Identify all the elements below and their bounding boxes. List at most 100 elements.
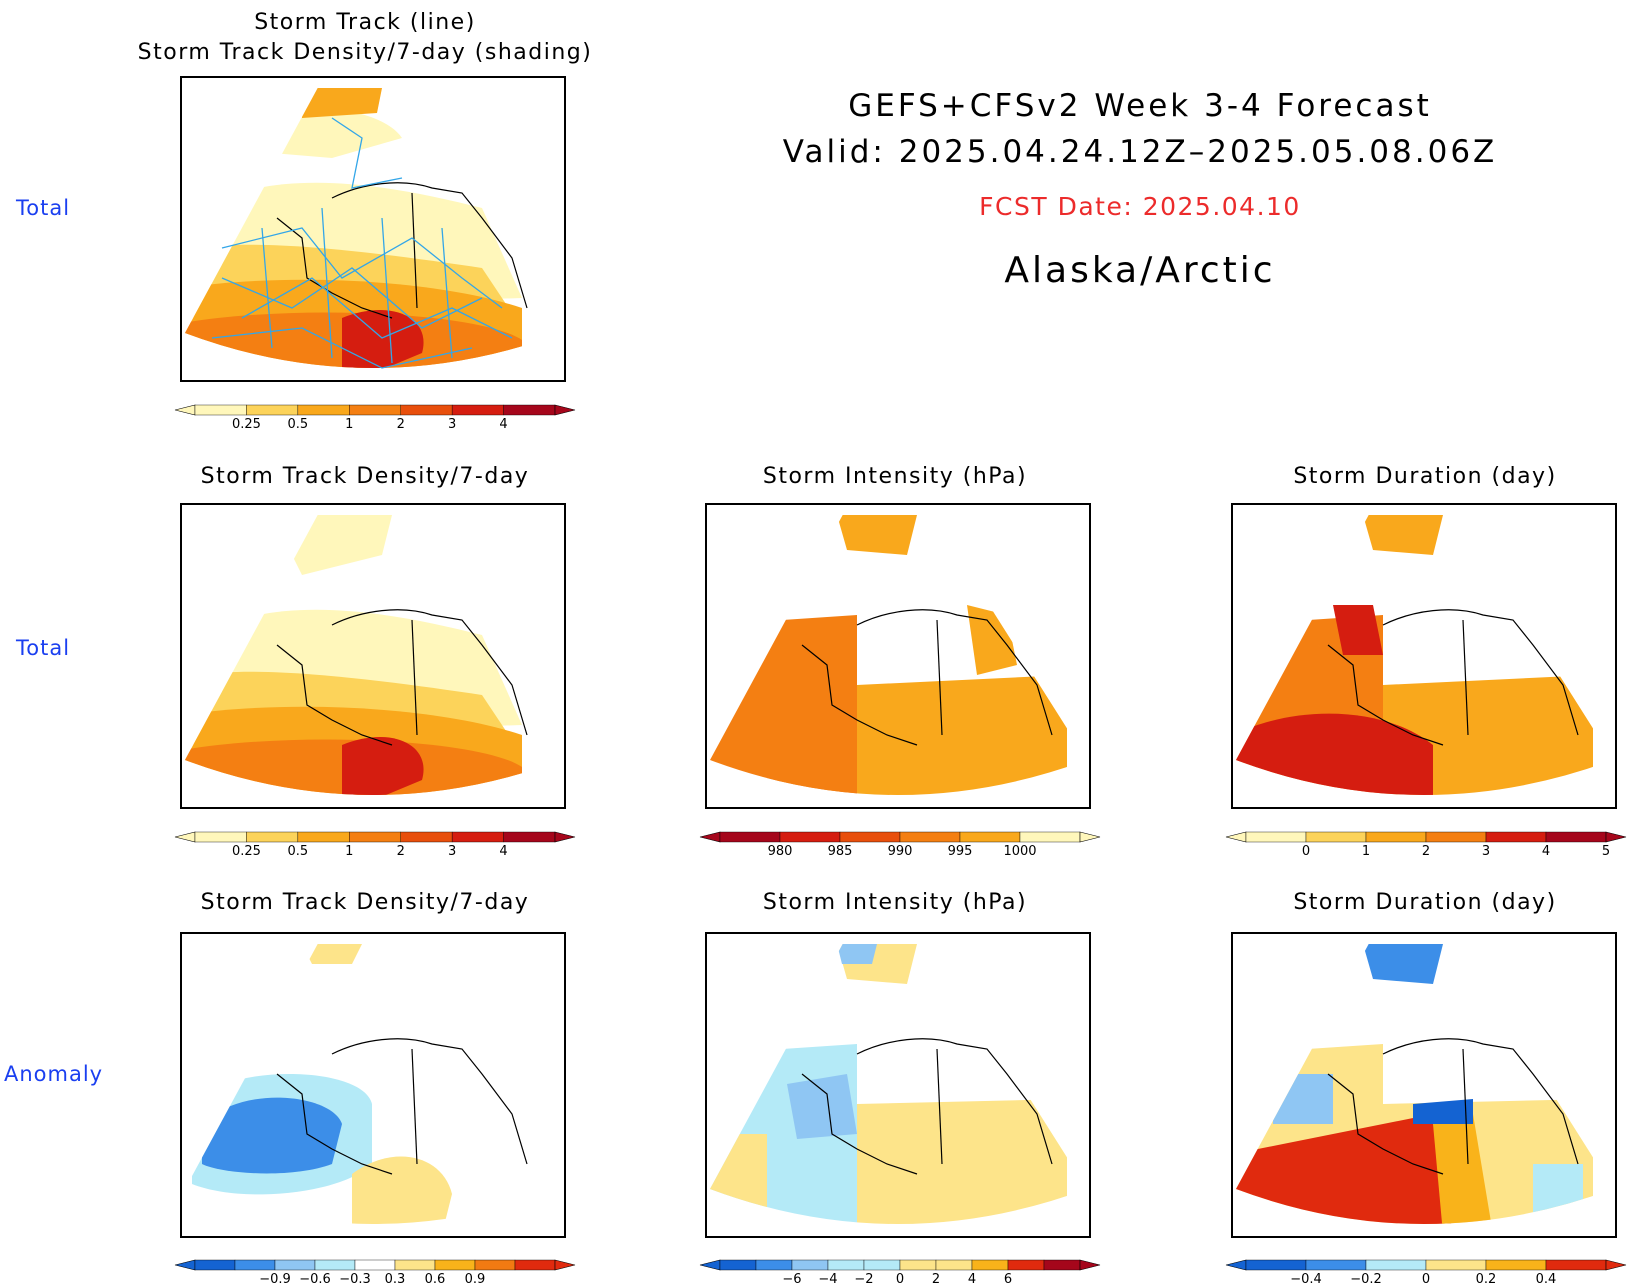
colorbar-segment xyxy=(827,1259,865,1271)
colorbar-tick-label: −0.4 xyxy=(1290,1272,1322,1286)
colorbar-arrow-right xyxy=(1079,831,1101,843)
storm-track-map xyxy=(180,76,566,382)
colorbar-segment xyxy=(474,1259,516,1271)
coastline xyxy=(801,609,1053,746)
colorbar-tick-label: −4 xyxy=(818,1272,837,1286)
colorbar-svg: 0.25 0.5 1 2 3 4 xyxy=(174,404,576,432)
colorbar-arrow-right xyxy=(1605,831,1627,843)
coastline xyxy=(276,609,528,746)
colorbar-segment xyxy=(451,404,504,416)
colorbar-svg: 0.25 0.5 1 2 3 4 xyxy=(174,831,576,859)
colorbar-tick-label: 4 xyxy=(968,1272,976,1286)
colorbar-segment xyxy=(194,831,247,843)
colorbar-segment xyxy=(1425,831,1487,843)
colorbar-segment xyxy=(194,1259,236,1271)
colorbar-segment xyxy=(779,831,841,843)
colorbar-segment xyxy=(1485,1259,1547,1271)
colorbar-segment xyxy=(1545,831,1607,843)
colorbar-segment xyxy=(959,831,1021,843)
duration-total-title: Storm Duration (day) xyxy=(1293,464,1557,489)
duration-anom-title: Storm Duration (day) xyxy=(1293,890,1557,915)
colorbar-segment xyxy=(1043,1259,1081,1271)
colorbar-segment xyxy=(314,1259,356,1271)
colorbar-segment xyxy=(899,831,961,843)
colorbar-svg: −6 −4 −2 0 2 4 6 xyxy=(699,1259,1101,1286)
forecast-title: GEFS+CFSv2 Week 3-4 Forecast xyxy=(848,88,1432,124)
colorbar-tick-label: 0.4 xyxy=(1536,1272,1557,1286)
forecast-date: FCST Date: 2025.04.10 xyxy=(979,192,1301,221)
colorbar-segment xyxy=(451,831,504,843)
colorbar-intensity-anomaly: −6 −4 −2 0 2 4 6 xyxy=(699,1259,1101,1286)
coastline xyxy=(1327,1038,1579,1175)
colorbar-tick-label: 0.25 xyxy=(232,844,261,859)
colorbar-tick-label: 1 xyxy=(345,417,353,432)
colorbar-segment xyxy=(274,1259,316,1271)
colorbar-segment xyxy=(400,404,453,416)
colorbar-segment xyxy=(971,1259,1009,1271)
row-label-total-1: Total xyxy=(16,196,71,220)
density-total-title: Storm Track Density/7-day xyxy=(200,464,530,489)
colorbar-segment xyxy=(1545,1259,1607,1271)
colorbar-segment xyxy=(234,1259,276,1271)
colorbar-arrow-right xyxy=(554,831,576,843)
colorbar-segment xyxy=(503,404,556,416)
colorbar-segment xyxy=(1485,831,1547,843)
valid-period: Valid: 2025.04.24.12Z–2025.05.08.06Z xyxy=(782,134,1498,170)
colorbar-tick-label: 2 xyxy=(1422,844,1430,859)
colorbar-arrow-left xyxy=(699,1259,721,1271)
colorbar-tick-label: 1 xyxy=(1362,844,1370,859)
colorbar-tick-label: 5 xyxy=(1602,844,1610,859)
colorbar-arrow-left xyxy=(1225,1259,1247,1271)
colorbar-segment xyxy=(719,831,781,843)
colorbar-arrow-left xyxy=(174,1259,196,1271)
colorbar-segment xyxy=(755,1259,793,1271)
colorbar-segment xyxy=(863,1259,901,1271)
density-total-map xyxy=(180,503,566,809)
intensity-total-map xyxy=(705,503,1091,809)
colorbar-segment xyxy=(400,831,453,843)
density-anom-map xyxy=(180,932,566,1238)
colorbar-segment xyxy=(297,831,350,843)
colorbar-svg: −0.9 −0.6 −0.3 0.3 0.6 0.9 xyxy=(174,1259,576,1286)
colorbar-segment xyxy=(1245,1259,1307,1271)
colorbar-svg: −0.4 −0.2 0 0.2 0.4 xyxy=(1225,1259,1627,1286)
colorbar-tick-label: 1000 xyxy=(1003,844,1036,859)
colorbar-tick-label: 4 xyxy=(499,844,507,859)
colorbar-tick-label: 990 xyxy=(888,844,913,859)
colorbar-tick-label: 3 xyxy=(448,844,456,859)
colorbar-segment xyxy=(246,831,299,843)
colorbar-svg: 980 985 990 995 1000 xyxy=(699,831,1101,859)
colorbar-tick-label: 0.3 xyxy=(385,1272,406,1286)
colorbar-tick-label: 4 xyxy=(499,417,507,432)
colorbar-tick-label: 985 xyxy=(828,844,853,859)
track-title-line1: Storm Track (line) xyxy=(254,10,476,35)
colorbar-segment xyxy=(1007,1259,1045,1271)
colorbar-segment xyxy=(719,1259,757,1271)
colorbar-segment xyxy=(1305,1259,1367,1271)
colorbar-segment xyxy=(1019,831,1081,843)
colorbar-segment xyxy=(434,1259,476,1271)
colorbar-tick-label: 0.5 xyxy=(288,844,309,859)
colorbar-intensity-total: 980 985 990 995 1000 xyxy=(699,831,1101,859)
region-name: Alaska/Arctic xyxy=(1004,250,1276,291)
colorbar-tick-label: −0.3 xyxy=(339,1272,371,1286)
coastline xyxy=(276,1038,528,1175)
duration-total-map xyxy=(1231,503,1617,809)
colorbar-arrow-left xyxy=(699,831,721,843)
colorbar-tick-label: 6 xyxy=(1004,1272,1012,1286)
colorbar-segment xyxy=(791,1259,829,1271)
colorbar-tick-label: 0 xyxy=(1422,1272,1430,1286)
colorbar-segment xyxy=(935,1259,973,1271)
colorbar-segment xyxy=(354,1259,396,1271)
colorbar-segment xyxy=(503,831,556,843)
colorbar-segment xyxy=(514,1259,556,1271)
colorbar-tick-label: −0.6 xyxy=(299,1272,331,1286)
intensity-anom-map xyxy=(705,932,1091,1238)
colorbar-tick-label: −0.9 xyxy=(259,1272,291,1286)
density-anom-title: Storm Track Density/7-day xyxy=(200,890,530,915)
colorbar-tick-label: 0 xyxy=(896,1272,904,1286)
colorbar-density-anomaly: −0.9 −0.6 −0.3 0.3 0.6 0.9 xyxy=(174,1259,576,1286)
colorbar-arrow-right xyxy=(554,1259,576,1271)
colorbar-tick-label: 4 xyxy=(1542,844,1550,859)
colorbar-svg: 0 1 2 3 4 5 xyxy=(1225,831,1627,859)
